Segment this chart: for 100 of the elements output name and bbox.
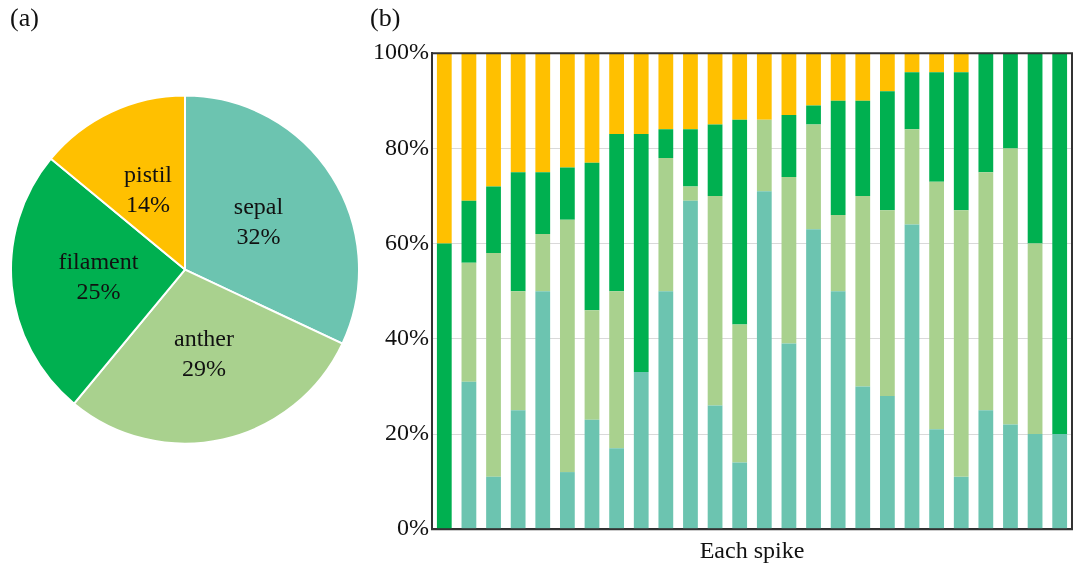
bar bbox=[855, 100, 871, 196]
bar bbox=[609, 291, 624, 449]
bar bbox=[633, 372, 649, 529]
slice-label: sepal bbox=[233, 193, 284, 220]
bar bbox=[658, 129, 674, 158]
bar bbox=[781, 176, 797, 344]
bar bbox=[1003, 148, 1018, 425]
chart-title: (a) bbox=[10, 3, 39, 33]
data-label: 14% bbox=[125, 191, 170, 218]
bar bbox=[781, 343, 797, 529]
bar bbox=[683, 129, 698, 187]
bar bbox=[658, 53, 674, 130]
bar bbox=[732, 462, 748, 529]
bar bbox=[732, 119, 748, 325]
bar bbox=[756, 53, 772, 120]
bar bbox=[535, 234, 551, 292]
bar bbox=[756, 119, 772, 192]
data-label: 25% bbox=[76, 278, 121, 305]
bar bbox=[1003, 53, 1018, 149]
slice-label: filament bbox=[58, 248, 139, 275]
bar bbox=[559, 472, 575, 529]
bar bbox=[904, 224, 920, 529]
bar bbox=[609, 53, 624, 135]
bar bbox=[781, 115, 797, 177]
bar bbox=[756, 191, 772, 529]
bar bbox=[535, 53, 551, 173]
bar bbox=[510, 53, 526, 173]
slice-label: pistil bbox=[123, 161, 173, 188]
bar bbox=[510, 291, 526, 411]
chart-title: (b) bbox=[370, 3, 401, 33]
bar bbox=[1052, 53, 1068, 434]
bar bbox=[683, 186, 698, 201]
bar bbox=[486, 53, 501, 187]
bar bbox=[609, 448, 624, 529]
bar bbox=[855, 386, 871, 529]
bar bbox=[953, 210, 969, 477]
bar bbox=[781, 53, 797, 116]
bar bbox=[559, 219, 575, 473]
bar bbox=[830, 291, 846, 529]
x-axis-title: Each spike bbox=[699, 536, 805, 563]
bar bbox=[855, 196, 871, 387]
bar bbox=[929, 72, 944, 182]
bar bbox=[609, 134, 624, 292]
bar bbox=[633, 53, 649, 135]
bar bbox=[929, 181, 944, 430]
bar bbox=[658, 157, 674, 292]
bar bbox=[880, 395, 895, 529]
bar bbox=[953, 476, 969, 529]
data-label: 32% bbox=[236, 223, 281, 250]
bar bbox=[806, 229, 821, 529]
bar bbox=[830, 53, 846, 101]
bar bbox=[486, 186, 501, 254]
bar bbox=[830, 215, 846, 292]
bar bbox=[436, 53, 452, 244]
bar bbox=[707, 196, 723, 406]
bar bbox=[535, 291, 551, 529]
bar bbox=[584, 53, 600, 163]
bar bbox=[880, 210, 895, 396]
bar bbox=[584, 310, 600, 420]
bar bbox=[1027, 434, 1043, 529]
bar bbox=[584, 419, 600, 529]
bar bbox=[461, 381, 477, 529]
bar bbox=[633, 134, 649, 373]
bar bbox=[584, 162, 600, 311]
bar bbox=[461, 53, 477, 201]
bar bbox=[510, 410, 526, 529]
bar bbox=[436, 243, 452, 529]
bar bbox=[806, 53, 821, 106]
bar bbox=[1027, 243, 1043, 434]
bar bbox=[1003, 424, 1018, 529]
bar bbox=[978, 172, 994, 411]
bar bbox=[732, 53, 748, 120]
bar bbox=[707, 405, 723, 529]
y-tick-label: 80% bbox=[384, 133, 429, 160]
bar bbox=[904, 72, 920, 130]
bar bbox=[953, 53, 969, 73]
bar bbox=[707, 124, 723, 196]
bar bbox=[880, 91, 895, 211]
bar bbox=[904, 129, 920, 225]
bar bbox=[830, 100, 846, 216]
y-tick-label: 60% bbox=[384, 228, 429, 255]
bar bbox=[658, 291, 674, 529]
bar bbox=[683, 53, 698, 130]
bar bbox=[806, 105, 821, 125]
bar bbox=[904, 53, 920, 73]
bar bbox=[1052, 434, 1068, 529]
data-label: 29% bbox=[181, 354, 226, 381]
bar bbox=[732, 324, 748, 463]
bar bbox=[880, 53, 895, 92]
y-tick-label: 20% bbox=[384, 419, 429, 446]
bar bbox=[486, 253, 501, 477]
bar bbox=[953, 72, 969, 211]
bar bbox=[978, 53, 994, 173]
bar bbox=[486, 476, 501, 529]
slice-label: anther bbox=[173, 324, 234, 351]
bar bbox=[559, 53, 575, 168]
bar bbox=[461, 200, 477, 263]
bar bbox=[929, 429, 944, 529]
y-tick-label: 0% bbox=[396, 514, 429, 541]
bar bbox=[806, 124, 821, 230]
